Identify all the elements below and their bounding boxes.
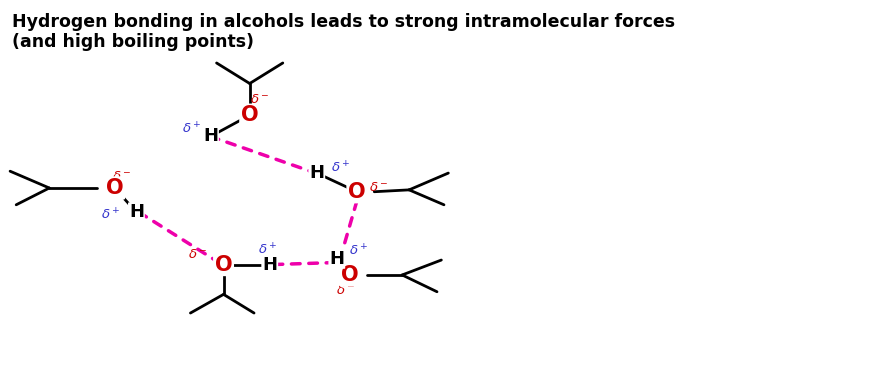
Text: $\delta^+$: $\delta^+$ <box>182 121 201 137</box>
Text: $\delta^-$: $\delta^-$ <box>188 247 207 261</box>
Text: O: O <box>241 105 259 125</box>
Text: H: H <box>329 250 344 268</box>
Text: $\delta^+$: $\delta^+$ <box>349 243 368 258</box>
Text: $\delta^+$: $\delta^+$ <box>258 242 278 257</box>
Text: O: O <box>215 255 232 274</box>
Text: O: O <box>348 182 365 202</box>
Text: H: H <box>262 256 277 273</box>
Text: O: O <box>106 178 123 198</box>
Text: H: H <box>129 203 144 221</box>
Text: O: O <box>341 265 358 285</box>
Text: $\delta^+$: $\delta^+$ <box>331 160 351 175</box>
Text: $\delta^-$: $\delta^-$ <box>369 181 388 194</box>
Text: $\delta^+$: $\delta^+$ <box>101 208 120 223</box>
Text: Hydrogen bonding in alcohols leads to strong intramolecular forces
(and high boi: Hydrogen bonding in alcohols leads to st… <box>12 12 675 52</box>
Text: $\delta^-$: $\delta^-$ <box>250 93 270 106</box>
Text: H: H <box>309 164 324 182</box>
Text: H: H <box>203 127 218 146</box>
Text: $\delta^-$: $\delta^-$ <box>336 284 356 297</box>
Text: $\delta^-$: $\delta^-$ <box>112 170 131 183</box>
